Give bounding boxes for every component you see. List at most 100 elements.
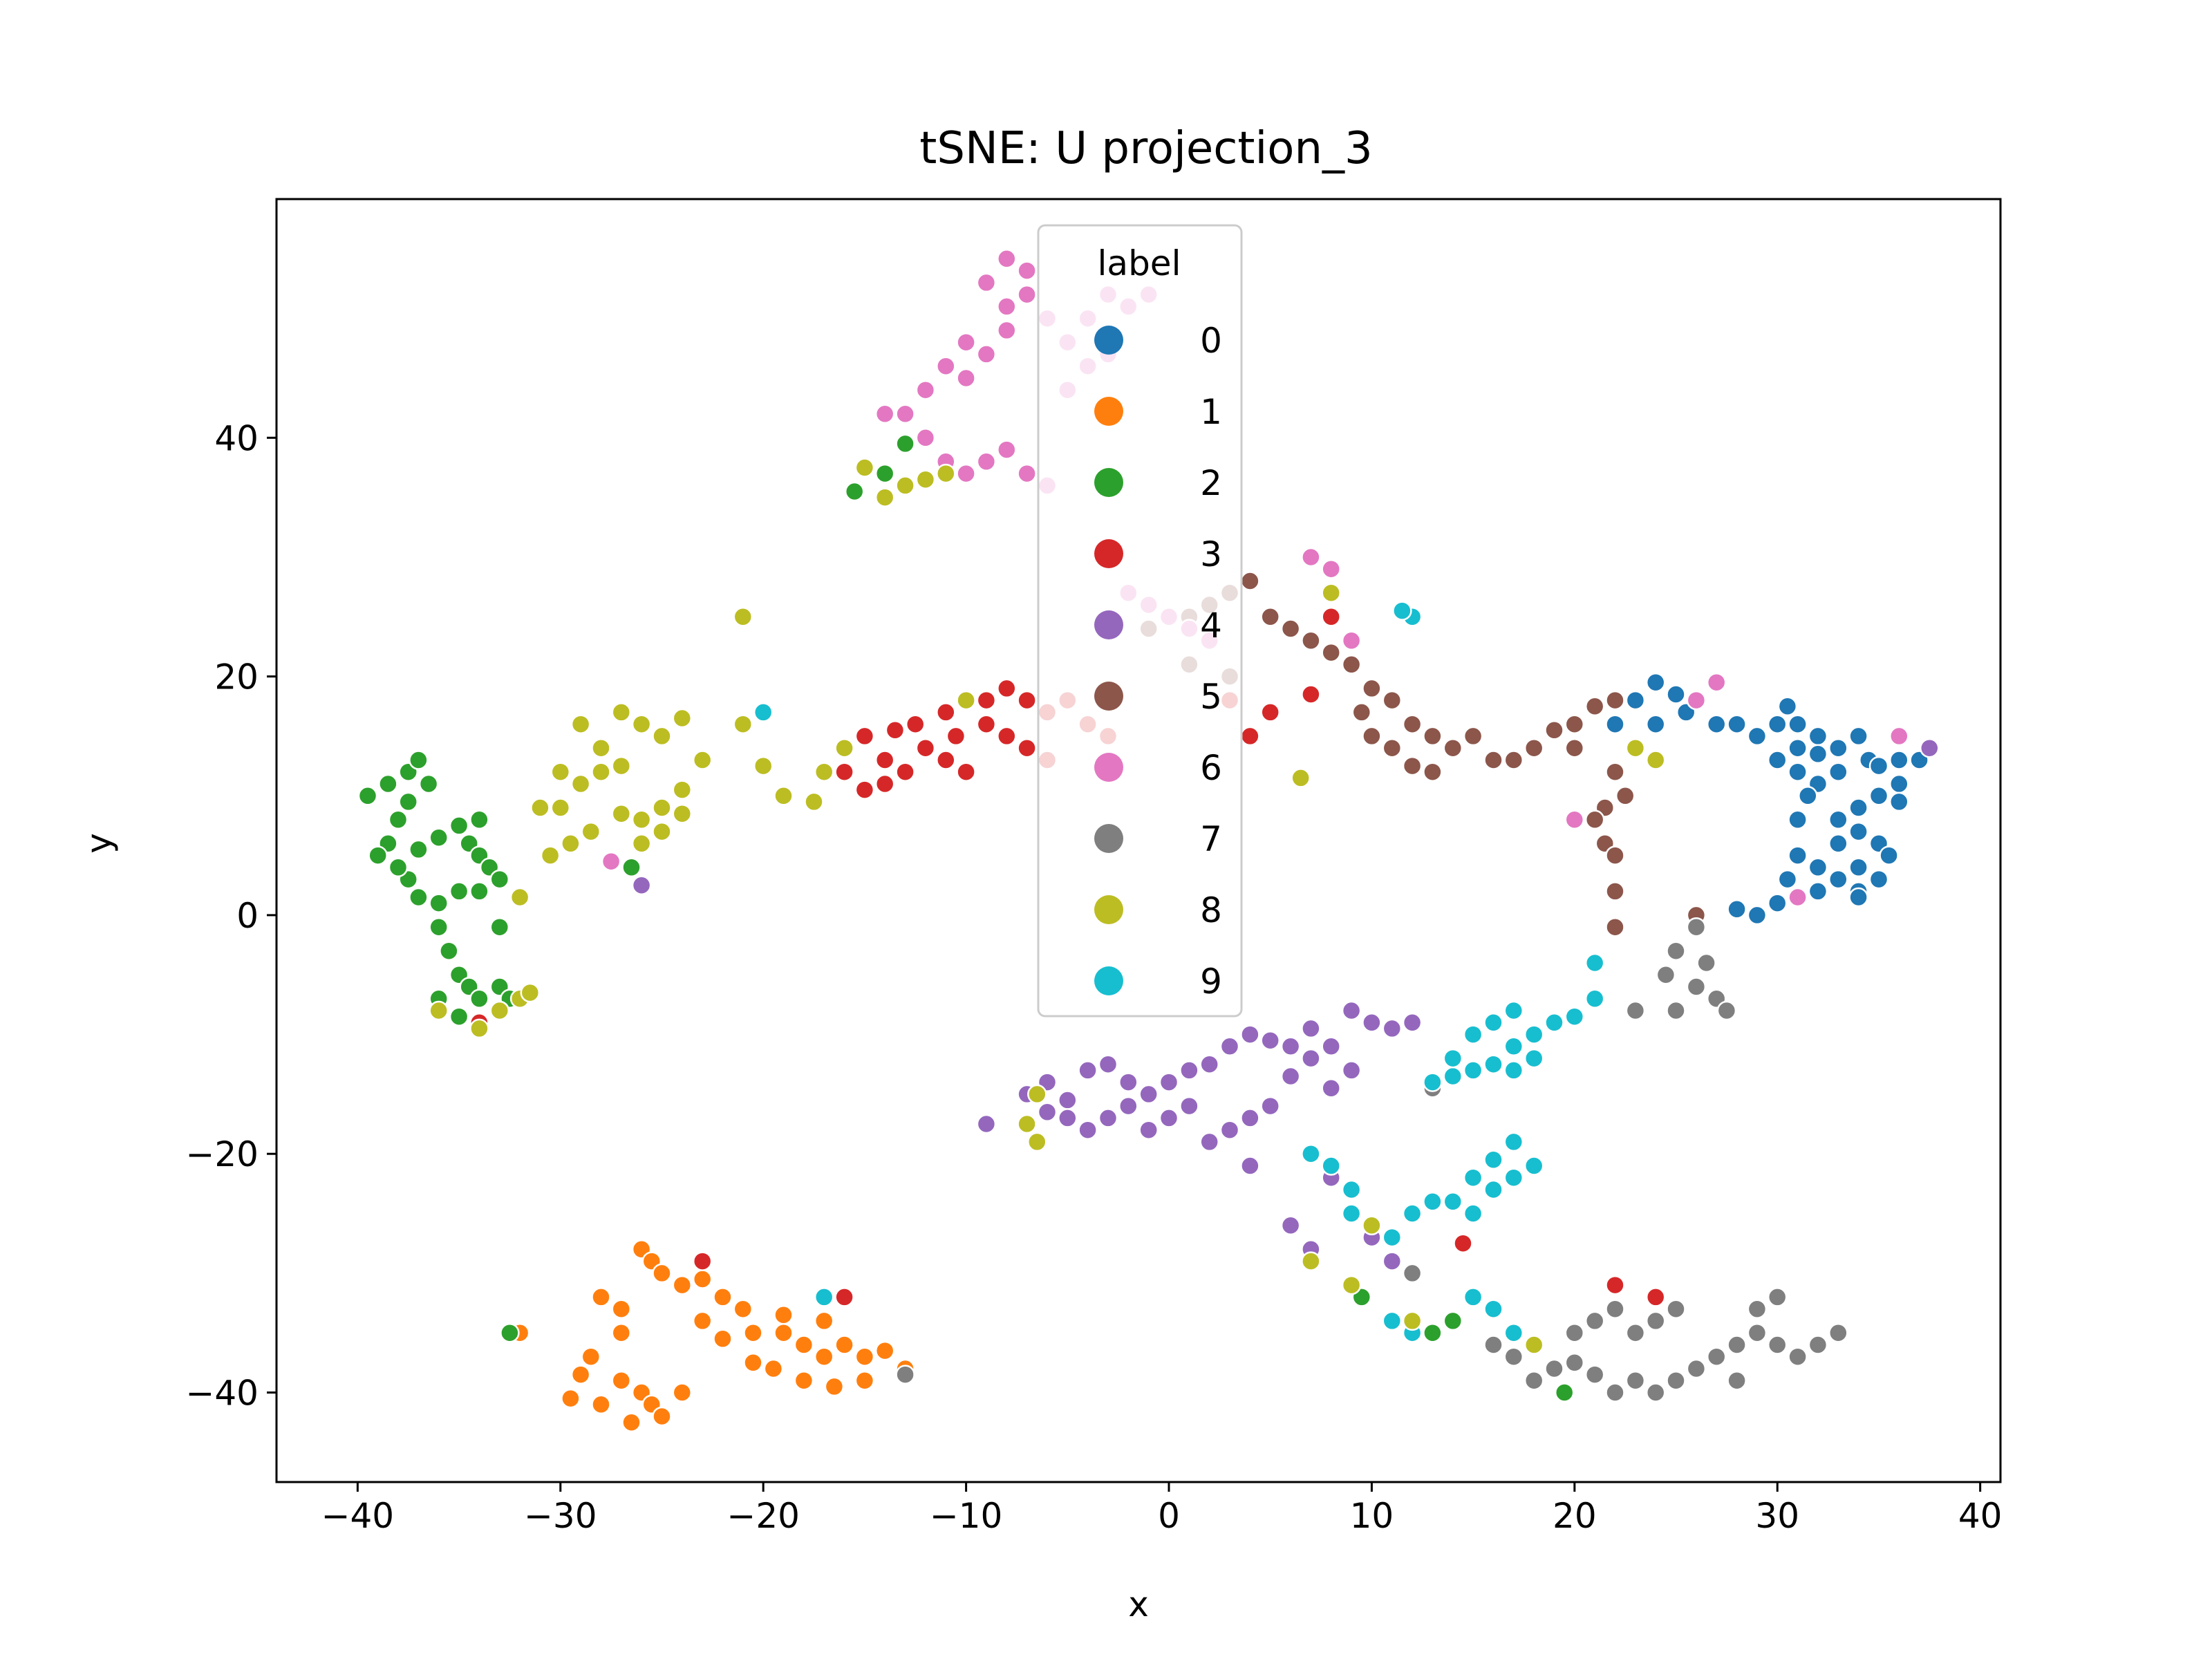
- point-label-0: [1808, 726, 1828, 747]
- point-label-8: [520, 982, 541, 1003]
- point-label-6: [997, 440, 1017, 460]
- point-label-9: [1524, 1048, 1544, 1069]
- point-label-5: [1362, 678, 1382, 699]
- point-label-7: [1808, 1335, 1828, 1355]
- point-label-4: [1138, 1120, 1159, 1140]
- point-label-6: [956, 332, 976, 353]
- point-label-0: [1747, 905, 1768, 926]
- point-label-2: [357, 786, 378, 806]
- point-label-2: [469, 881, 489, 901]
- point-label-4: [1058, 1108, 1078, 1128]
- point-label-0: [1879, 845, 1899, 865]
- point-label-3: [885, 720, 906, 740]
- point-label-2: [1443, 1311, 1463, 1331]
- point-label-7: [1503, 1347, 1524, 1367]
- point-label-5: [1362, 726, 1382, 747]
- point-label-4: [1321, 1036, 1341, 1057]
- point-label-9: [1503, 1168, 1524, 1188]
- point-label-5: [1463, 726, 1483, 747]
- point-label-1: [652, 1406, 672, 1427]
- point-label-4: [1321, 1078, 1341, 1098]
- point-label-6: [1341, 630, 1362, 651]
- legend-marker-1: [1094, 397, 1123, 426]
- point-label-5: [1605, 762, 1625, 782]
- point-label-1: [692, 1311, 713, 1331]
- point-label-5: [1382, 690, 1403, 711]
- point-label-7: [1666, 1299, 1686, 1319]
- legend-marker-7: [1094, 824, 1123, 853]
- point-label-5: [1483, 750, 1503, 770]
- point-label-7: [1625, 1000, 1646, 1021]
- point-label-2: [469, 988, 489, 1009]
- point-label-7: [1767, 1287, 1788, 1307]
- point-label-4: [1078, 1120, 1098, 1140]
- point-label-0: [1808, 857, 1828, 878]
- point-label-1: [672, 1275, 693, 1295]
- point-label-4: [1159, 1108, 1179, 1128]
- point-label-0: [1645, 672, 1666, 693]
- point-label-8: [652, 798, 672, 818]
- point-label-9: [1584, 988, 1605, 1009]
- point-label-8: [611, 803, 632, 824]
- point-label-2: [429, 917, 449, 937]
- point-label-8: [591, 738, 611, 758]
- point-label-7: [1727, 1370, 1747, 1391]
- point-label-0: [1605, 714, 1625, 734]
- point-label-0: [1848, 726, 1868, 747]
- point-label-1: [834, 1335, 854, 1355]
- x-axis: −40 −30 −20 −10 0 10 20 30 40: [321, 1482, 2002, 1536]
- point-label-9: [1301, 1143, 1321, 1164]
- point-label-8: [550, 762, 571, 782]
- point-label-3: [834, 762, 854, 782]
- point-label-8: [834, 738, 854, 758]
- point-label-4: [1098, 1054, 1118, 1074]
- point-label-0: [1788, 845, 1808, 865]
- point-label-8: [1645, 750, 1666, 770]
- point-label-0: [1747, 726, 1768, 747]
- point-label-1: [570, 1365, 591, 1385]
- point-label-7: [1828, 1322, 1848, 1343]
- point-label-4: [1382, 1251, 1403, 1271]
- point-label-6: [976, 451, 997, 472]
- point-label-6: [997, 320, 1017, 341]
- point-label-8: [611, 702, 632, 722]
- point-label-8: [753, 756, 774, 776]
- point-label-5: [1564, 714, 1585, 734]
- legend-label-3: 3: [1200, 534, 1222, 574]
- point-label-2: [378, 774, 398, 794]
- point-label-9: [1544, 1013, 1564, 1033]
- point-label-3: [1321, 607, 1341, 627]
- point-label-9: [1463, 1203, 1483, 1224]
- point-label-7: [1666, 1370, 1686, 1391]
- point-label-0: [1788, 762, 1808, 782]
- point-label-0: [1767, 714, 1788, 734]
- legend-marker-6: [1094, 753, 1123, 782]
- point-label-6: [976, 344, 997, 364]
- point-label-5: [1584, 809, 1605, 830]
- point-label-0: [1848, 821, 1868, 842]
- point-label-1: [794, 1335, 814, 1355]
- point-label-2: [368, 845, 388, 865]
- chart-title: tSNE: U projection_3: [919, 123, 1372, 174]
- point-label-6: [1889, 726, 1909, 747]
- point-label-3: [997, 678, 1017, 699]
- y-tick-label: 40: [214, 418, 259, 458]
- point-label-1: [561, 1388, 581, 1409]
- point-label-2: [429, 827, 449, 847]
- point-label-0: [1788, 809, 1808, 830]
- point-label-1: [824, 1376, 845, 1397]
- points-layer: [357, 249, 1940, 1432]
- point-label-7: [1686, 977, 1707, 997]
- point-label-0: [1798, 786, 1818, 806]
- point-label-0: [1828, 738, 1848, 758]
- point-label-5: [1351, 702, 1372, 722]
- legend-label-9: 9: [1200, 962, 1222, 1002]
- point-label-4: [1219, 1036, 1240, 1057]
- point-label-4: [1280, 1215, 1301, 1236]
- point-label-9: [1483, 1179, 1503, 1200]
- point-label-3: [834, 1287, 854, 1307]
- point-label-0: [1645, 714, 1666, 734]
- point-label-3: [905, 714, 926, 734]
- point-label-9: [1524, 1156, 1544, 1176]
- point-label-3: [1017, 738, 1037, 758]
